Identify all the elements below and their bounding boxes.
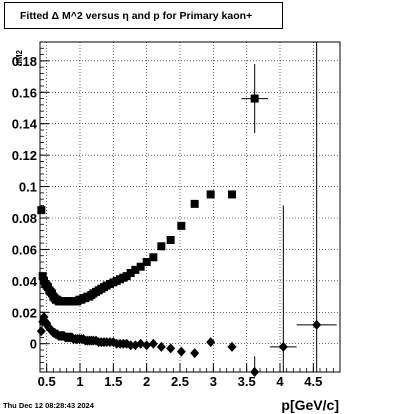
square-point [37,206,46,215]
square-point [228,190,236,199]
square-point [166,236,175,244]
diamond-point [312,319,322,330]
square-point [142,258,151,266]
square-point [126,269,135,277]
diamond-point [126,340,136,351]
x-axis-label: p[GeV/c] [281,397,339,413]
diamond-point [176,346,186,357]
y-tick-label: 0.08 [12,211,37,226]
y-tick-label: 0.04 [12,274,38,289]
square-point [38,272,47,281]
y-tick-label: 0.12 [12,148,37,163]
x-tick-label: 4 [276,374,284,389]
square-point [131,265,140,274]
diamond-point [142,340,152,351]
diamond-point [166,343,176,354]
y-tick-label: 0.16 [12,85,37,100]
diamond-point [278,341,288,352]
grid-lines [40,42,340,372]
square-point [177,221,186,230]
x-tick-label: 2 [143,374,150,389]
x-tick-label: 3.5 [238,374,256,389]
data-marks [36,42,337,377]
diamond-point [36,326,46,337]
chart-title: Fitted Δ M^2 versus η and p for Primary … [4,2,283,29]
diamond-point [148,338,158,349]
plot-frame [39,41,341,373]
x-tick-label: 1.5 [104,374,122,389]
timestamp: Thu Dec 12 08:28:43 2024 [3,401,94,410]
y-tick-label: 0.02 [12,305,37,320]
y-tick-label: 0.14 [12,117,38,132]
y-tick-label: 0 [30,337,37,352]
x-tick-label: 3 [210,374,217,389]
x-tick-label: 0.5 [38,374,56,389]
x-tick-label: 4.5 [304,374,322,389]
y-tick-label: 0.18 [12,54,37,69]
diamond-point [136,338,146,349]
diamond-point [227,341,237,352]
diamond-point [190,348,200,359]
square-point [190,199,199,208]
diamond-point [206,337,216,348]
x-tick-label: 1 [76,374,83,389]
y-axis-label: dM2 [15,49,24,66]
diamond-point [156,341,166,352]
diamond-point [250,367,260,377]
y-tick-label: 0.1 [19,180,37,195]
square-point [136,262,145,271]
y-tick-label: 0.06 [12,242,37,257]
square-point [149,253,158,262]
axis-ticks [39,47,341,372]
square-point [157,242,166,251]
square-point [250,94,259,103]
square-point [122,272,131,281]
tick-labels: 0.5 1 1.5 2 2.5 3 3.5 4 4.5 0 0.02 0.04 0.06 0.08 0.1 0… [12,54,323,389]
x-tick-label: 2.5 [171,374,189,389]
square-point [206,190,215,199]
diamond-point [122,338,132,349]
